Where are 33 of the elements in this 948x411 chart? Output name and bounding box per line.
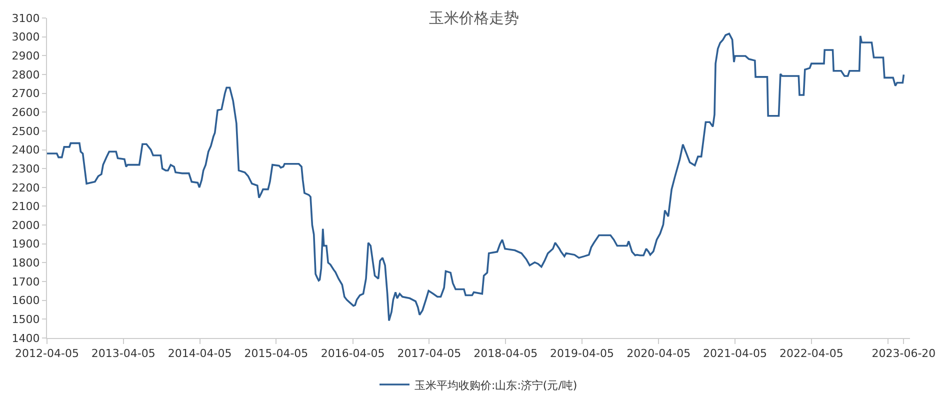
- legend-label: 玉米平均收购价:山东:济宁(元/吨): [414, 378, 578, 392]
- x-tick-label: 2018-04-05: [474, 347, 538, 360]
- y-tick-label: 2700: [12, 87, 40, 100]
- y-tick-label: 1400: [12, 332, 40, 345]
- y-tick-label: 3000: [12, 30, 40, 44]
- y-tick-label: 2100: [12, 200, 40, 214]
- x-tick-label: 2016-04-05: [320, 347, 385, 360]
- x-tick-label: 2019-04-05: [550, 347, 614, 360]
- x-tick-label: 2023-06-20: [872, 347, 936, 360]
- y-tick-label: 3100: [12, 12, 40, 25]
- y-tick-label: 2500: [12, 124, 40, 138]
- x-tick-label: 2020-04-05: [626, 347, 691, 360]
- x-tick-label: 2017-04-05: [397, 347, 462, 360]
- y-tick-label: 2400: [12, 144, 40, 157]
- y-tick-label: 1900: [12, 238, 40, 251]
- x-tick-label: 2021-04-05: [703, 347, 767, 360]
- y-tick-label: 2000: [12, 218, 40, 232]
- y-tick-label: 2600: [12, 106, 40, 119]
- x-tick-label: 2015-04-05: [244, 347, 308, 360]
- x-tick-label: 2014-04-05: [168, 347, 232, 360]
- line-series: [47, 32, 905, 322]
- x-tick-label: 2013-04-05: [91, 347, 156, 360]
- y-tick-label: 1800: [12, 256, 40, 270]
- chart-title: 玉米价格走势: [429, 8, 519, 27]
- x-tick-label: 2022-04-05: [779, 347, 844, 360]
- y-tick-label: 2900: [12, 50, 40, 62]
- y-tick-label: 2800: [12, 68, 40, 82]
- y-tick-label: 1700: [12, 275, 40, 288]
- y-tick-label: 2300: [12, 162, 40, 176]
- y-tick-label: 2200: [12, 181, 40, 194]
- y-tick-label: 1500: [12, 313, 40, 326]
- x-tick-label: 2012-04-05: [15, 347, 79, 360]
- y-tick-label: 1600: [12, 294, 40, 308]
